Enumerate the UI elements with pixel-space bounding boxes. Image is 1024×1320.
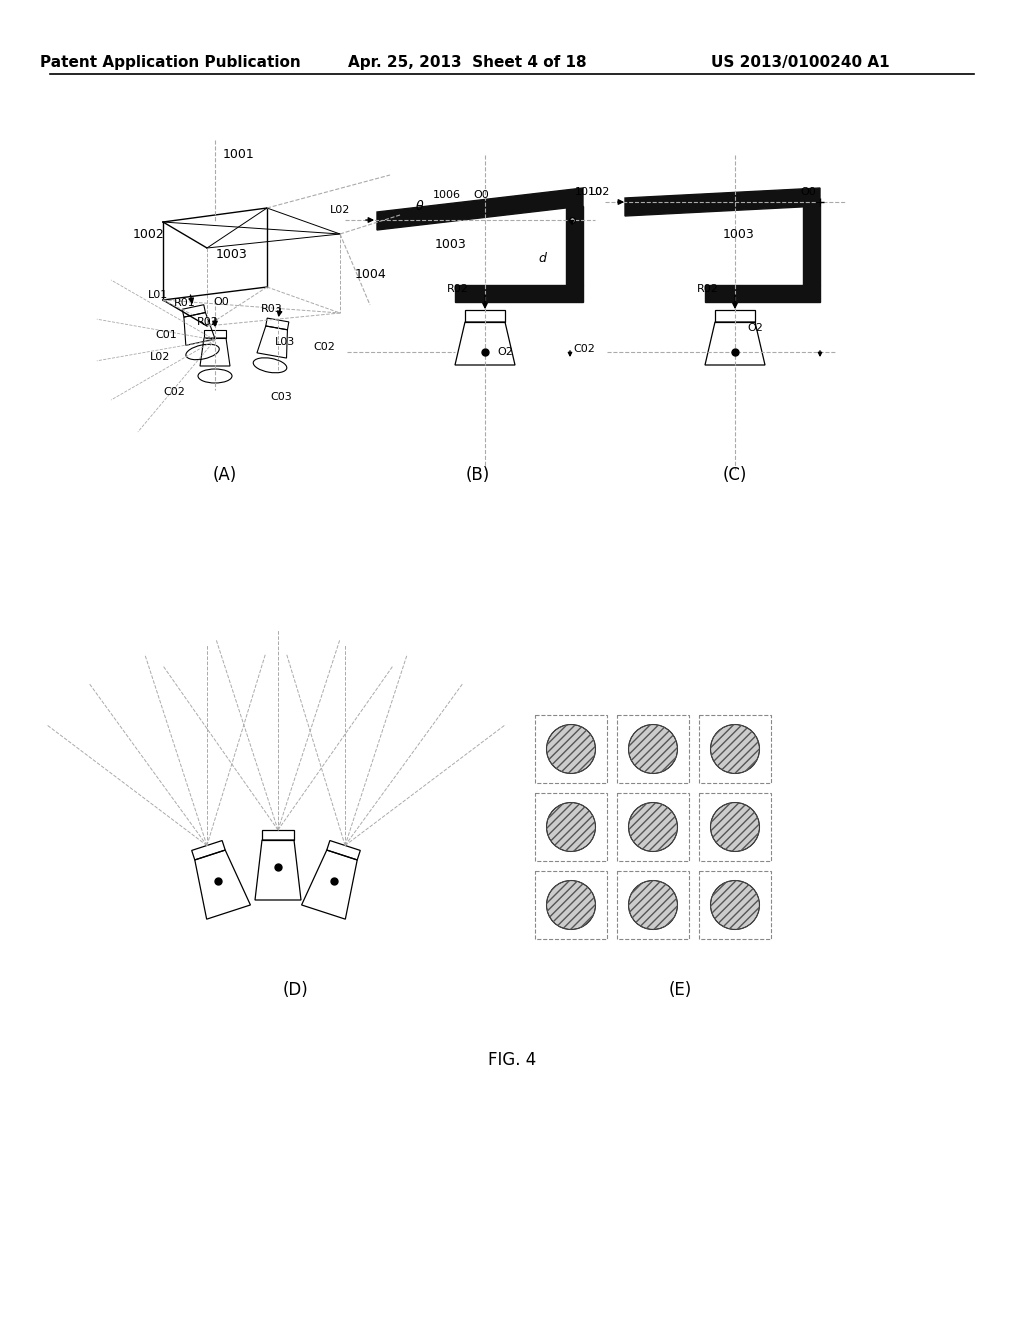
Text: 1002: 1002 xyxy=(133,228,165,242)
Polygon shape xyxy=(625,187,820,216)
Text: 1006: 1006 xyxy=(433,190,461,201)
Circle shape xyxy=(711,803,760,851)
Text: (D): (D) xyxy=(283,981,308,999)
Polygon shape xyxy=(803,206,820,285)
Text: 1010: 1010 xyxy=(575,187,603,197)
Polygon shape xyxy=(705,285,820,302)
Text: 1001: 1001 xyxy=(223,148,255,161)
Text: Patent Application Publication: Patent Application Publication xyxy=(40,54,300,70)
Text: C01: C01 xyxy=(155,330,177,341)
Text: R02: R02 xyxy=(447,284,469,294)
Text: O0: O0 xyxy=(473,190,488,201)
Circle shape xyxy=(547,803,596,851)
Text: R03: R03 xyxy=(261,304,283,314)
Text: (B): (B) xyxy=(466,466,490,484)
Text: L02: L02 xyxy=(330,205,350,215)
Text: (E): (E) xyxy=(669,981,691,999)
Text: O2: O2 xyxy=(746,323,763,333)
Text: 1003: 1003 xyxy=(216,248,248,261)
Polygon shape xyxy=(377,187,583,230)
Text: (A): (A) xyxy=(213,466,238,484)
Circle shape xyxy=(711,725,760,774)
Circle shape xyxy=(629,725,678,774)
Text: O2: O2 xyxy=(497,347,513,356)
Text: US 2013/0100240 A1: US 2013/0100240 A1 xyxy=(711,54,889,70)
Circle shape xyxy=(547,880,596,929)
Text: L03: L03 xyxy=(275,337,295,347)
Text: R02: R02 xyxy=(697,284,719,294)
Text: d: d xyxy=(538,252,546,265)
Text: 1003: 1003 xyxy=(723,228,755,242)
Text: C02: C02 xyxy=(163,387,185,397)
Text: 1004: 1004 xyxy=(355,268,387,281)
Text: 1003: 1003 xyxy=(435,238,467,251)
Text: L01: L01 xyxy=(148,290,168,300)
Text: Apr. 25, 2013  Sheet 4 of 18: Apr. 25, 2013 Sheet 4 of 18 xyxy=(348,54,587,70)
Text: O0: O0 xyxy=(800,187,816,197)
Circle shape xyxy=(629,803,678,851)
Text: O0: O0 xyxy=(213,297,228,308)
Text: (C): (C) xyxy=(723,466,748,484)
Text: R01: R01 xyxy=(174,298,197,308)
Polygon shape xyxy=(455,285,583,302)
Circle shape xyxy=(547,725,596,774)
Text: C02: C02 xyxy=(573,345,595,354)
Text: C03: C03 xyxy=(270,392,292,403)
Polygon shape xyxy=(566,206,583,285)
Text: L02: L02 xyxy=(590,187,610,197)
Text: $\theta$: $\theta$ xyxy=(415,199,424,213)
Text: L02: L02 xyxy=(150,352,170,362)
Text: R02: R02 xyxy=(197,317,219,327)
Circle shape xyxy=(711,880,760,929)
Text: C02: C02 xyxy=(313,342,335,352)
Text: FIG. 4: FIG. 4 xyxy=(487,1051,537,1069)
Circle shape xyxy=(629,880,678,929)
